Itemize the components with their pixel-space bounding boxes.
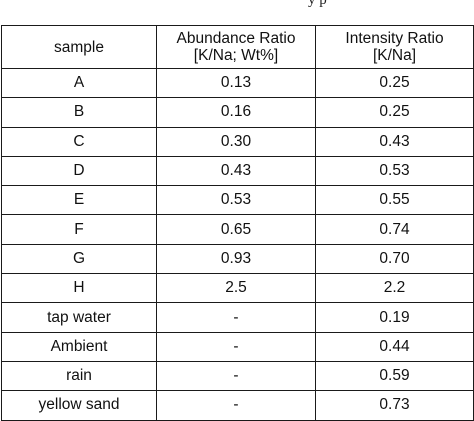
header-abundance-ratio: Abundance Ratio [K/Na; Wt%] [156,25,316,69]
cell-intensity-ratio: 2.2 [315,273,474,304]
cell-intensity-ratio: 0.44 [315,331,474,362]
cell-abundance-ratio: 0.93 [156,243,316,275]
cell-intensity-ratio: 0.25 [315,97,474,128]
table-row: F 0.65 0.74 [1,214,474,245]
cell-abundance-ratio: - [156,302,316,333]
cell-intensity-ratio: 0.19 [315,302,474,333]
table-row: tap water -0.19 [1,302,474,333]
cell-intensity-ratio: 0.70 [315,243,474,275]
cell-intensity-ratio: 0.55 [315,185,474,216]
cell-abundance-ratio: 0.53 [156,185,316,216]
cell-abundance-ratio: 0.43 [156,155,316,187]
cell-sample: tap water [1,302,157,333]
cell-sample: H [1,273,157,304]
header-abundance-label: Abundance Ratio [176,30,296,47]
header-intensity-ratio: Intensity Ratio [K/Na] [315,25,474,69]
header-intensity-unit: [K/Na] [372,47,417,64]
cell-abundance-ratio: 0.16 [156,97,316,128]
cropped-caption-fragment: y p [308,0,327,8]
cell-abundance-ratio: 0.30 [156,126,316,157]
cell-intensity-ratio: 0.74 [315,214,474,245]
cell-intensity-ratio: 0.25 [315,67,474,99]
table-row: E 0.53 0.55 [1,185,474,216]
header-intensity-label: Intensity Ratio [345,30,444,47]
cell-sample: F [1,214,157,245]
cell-sample: rain [1,360,157,392]
cell-sample: D [1,155,157,187]
table-row: yellow sand -0.73 [1,390,474,421]
cell-intensity-ratio: 0.43 [315,126,474,157]
cell-sample: Ambient [1,331,157,362]
ratio-table: sample Abundance Ratio [K/Na; Wt%] Inten… [1,25,474,421]
cell-sample: C [1,126,157,157]
table-body: A 0.13 0.25 B 0.16 0.25 C 0.30 0.43 D 0.43 0.53 E 0.5… [1,67,474,421]
cell-abundance-ratio: 2.5 [156,273,316,304]
cell-sample: yellow sand [1,390,157,421]
header-row: sample Abundance Ratio [K/Na; Wt%] Inten… [1,25,474,69]
cell-abundance-ratio: 0.13 [156,67,316,99]
table-row: D 0.43 0.53 [1,155,474,187]
cell-intensity-ratio: 0.53 [315,155,474,187]
header-abundance-unit: [K/Na; Wt%] [193,47,279,64]
cell-abundance-ratio: - [156,331,316,362]
header-sample-label: sample [54,38,104,56]
table-row: rain -0.59 [1,360,474,392]
cell-abundance-ratio: - [156,360,316,392]
cell-intensity-ratio: 0.59 [315,360,474,392]
table-row: G 0.93 0.70 [1,243,474,275]
header-sample: sample [1,25,157,69]
cell-sample: G [1,243,157,275]
cell-intensity-ratio: 0.73 [315,390,474,421]
cell-sample: A [1,67,157,99]
table-row: A 0.13 0.25 [1,67,474,99]
table-row: H 2.5 2.2 [1,273,474,304]
cell-sample: B [1,97,157,128]
cell-abundance-ratio: - [156,390,316,421]
table-row: B 0.16 0.25 [1,97,474,128]
table-row: Ambient -0.44 [1,331,474,362]
table-header: sample Abundance Ratio [K/Na; Wt%] Inten… [1,25,474,69]
table-row: C 0.30 0.43 [1,126,474,157]
cell-sample: E [1,185,157,216]
cell-abundance-ratio: 0.65 [156,214,316,245]
